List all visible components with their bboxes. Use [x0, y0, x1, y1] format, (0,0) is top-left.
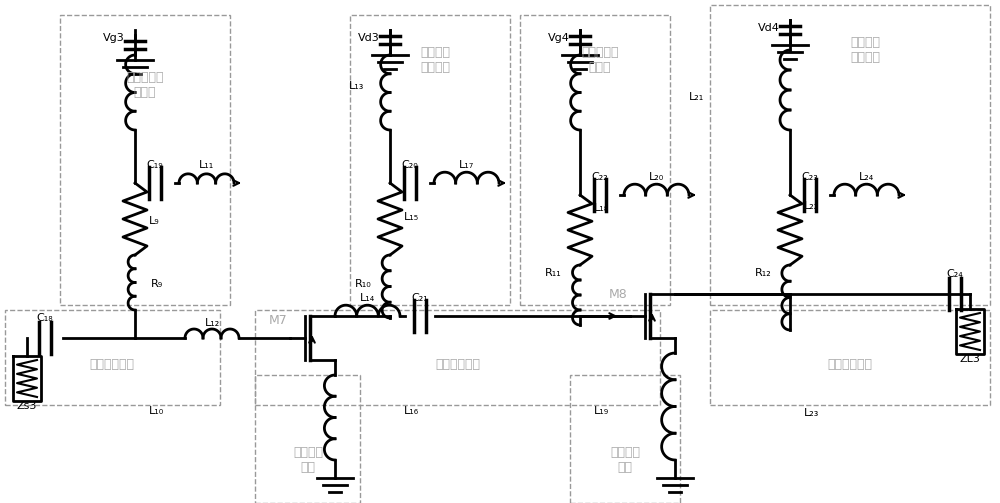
- Text: C₁₈: C₁₈: [37, 313, 53, 323]
- Text: C₂₃: C₂₃: [802, 172, 818, 182]
- Text: C₂₂: C₂₂: [592, 172, 608, 182]
- Text: M7: M7: [269, 313, 288, 326]
- Bar: [5, 310, 220, 405]
- Text: Vg4: Vg4: [548, 33, 570, 43]
- Text: 第二栅极偏
置电路: 第二栅极偏 置电路: [581, 46, 619, 74]
- Text: L₂₂: L₂₂: [804, 201, 819, 210]
- Bar: [520, 15, 670, 305]
- Bar: [710, 310, 990, 405]
- Text: L₂₃: L₂₃: [804, 408, 819, 418]
- Text: 第二漏极
偏置电路: 第二漏极 偏置电路: [850, 36, 880, 64]
- Text: L₁₁: L₁₁: [199, 160, 214, 170]
- Text: L₁₈: L₁₈: [594, 203, 609, 213]
- Text: L₂₁: L₂₁: [689, 92, 704, 102]
- Text: L₁₃: L₁₃: [349, 80, 364, 91]
- Text: L₁₅: L₁₅: [404, 211, 419, 221]
- Bar: [710, 5, 990, 305]
- Text: M8: M8: [609, 288, 628, 300]
- Text: L₁₀: L₁₀: [149, 405, 164, 415]
- Text: R₉: R₉: [151, 279, 163, 289]
- Text: Vg3: Vg3: [103, 33, 125, 43]
- Text: L₂₄: L₂₄: [859, 172, 874, 182]
- Bar: [350, 15, 510, 305]
- Text: R₁₂: R₁₂: [755, 268, 772, 278]
- Text: C₂₁: C₂₁: [412, 293, 428, 303]
- Text: R₁₀: R₁₀: [355, 279, 372, 289]
- Text: ZL3: ZL3: [960, 354, 980, 364]
- Text: L₁₆: L₁₆: [404, 405, 419, 415]
- Text: L₁₂: L₁₂: [204, 318, 220, 328]
- Bar: [60, 15, 230, 305]
- Text: 第二稳定
网络: 第二稳定 网络: [610, 446, 640, 474]
- Text: R₁₁: R₁₁: [545, 268, 562, 278]
- Text: C₂₀: C₂₀: [402, 160, 418, 170]
- Bar: [255, 375, 360, 503]
- Text: 第一漏极
偏置电路: 第一漏极 偏置电路: [420, 46, 450, 74]
- Text: L₁₄: L₁₄: [360, 293, 375, 303]
- Text: L₁₇: L₁₇: [459, 160, 474, 170]
- Text: C₂₄: C₂₄: [947, 269, 963, 279]
- Text: 级间匹配网络: 级间匹配网络: [436, 359, 480, 372]
- Text: 输入匹配网络: 输入匹配网络: [90, 359, 134, 372]
- Text: Vd3: Vd3: [358, 33, 380, 43]
- Text: Zs3: Zs3: [17, 401, 37, 411]
- Bar: [255, 310, 660, 405]
- Bar: [570, 375, 680, 503]
- Text: L₂₀: L₂₀: [649, 172, 664, 182]
- Text: L₉: L₉: [149, 215, 160, 225]
- Text: 第一栅极偏
置电路: 第一栅极偏 置电路: [126, 71, 164, 99]
- Text: C₁₉: C₁₉: [147, 160, 163, 170]
- Text: Vd4: Vd4: [758, 23, 780, 33]
- Text: 第一稳定
网络: 第一稳定 网络: [293, 446, 323, 474]
- Text: L₁₉: L₁₉: [594, 405, 609, 415]
- Text: 输出匹配网络: 输出匹配网络: [828, 359, 872, 372]
